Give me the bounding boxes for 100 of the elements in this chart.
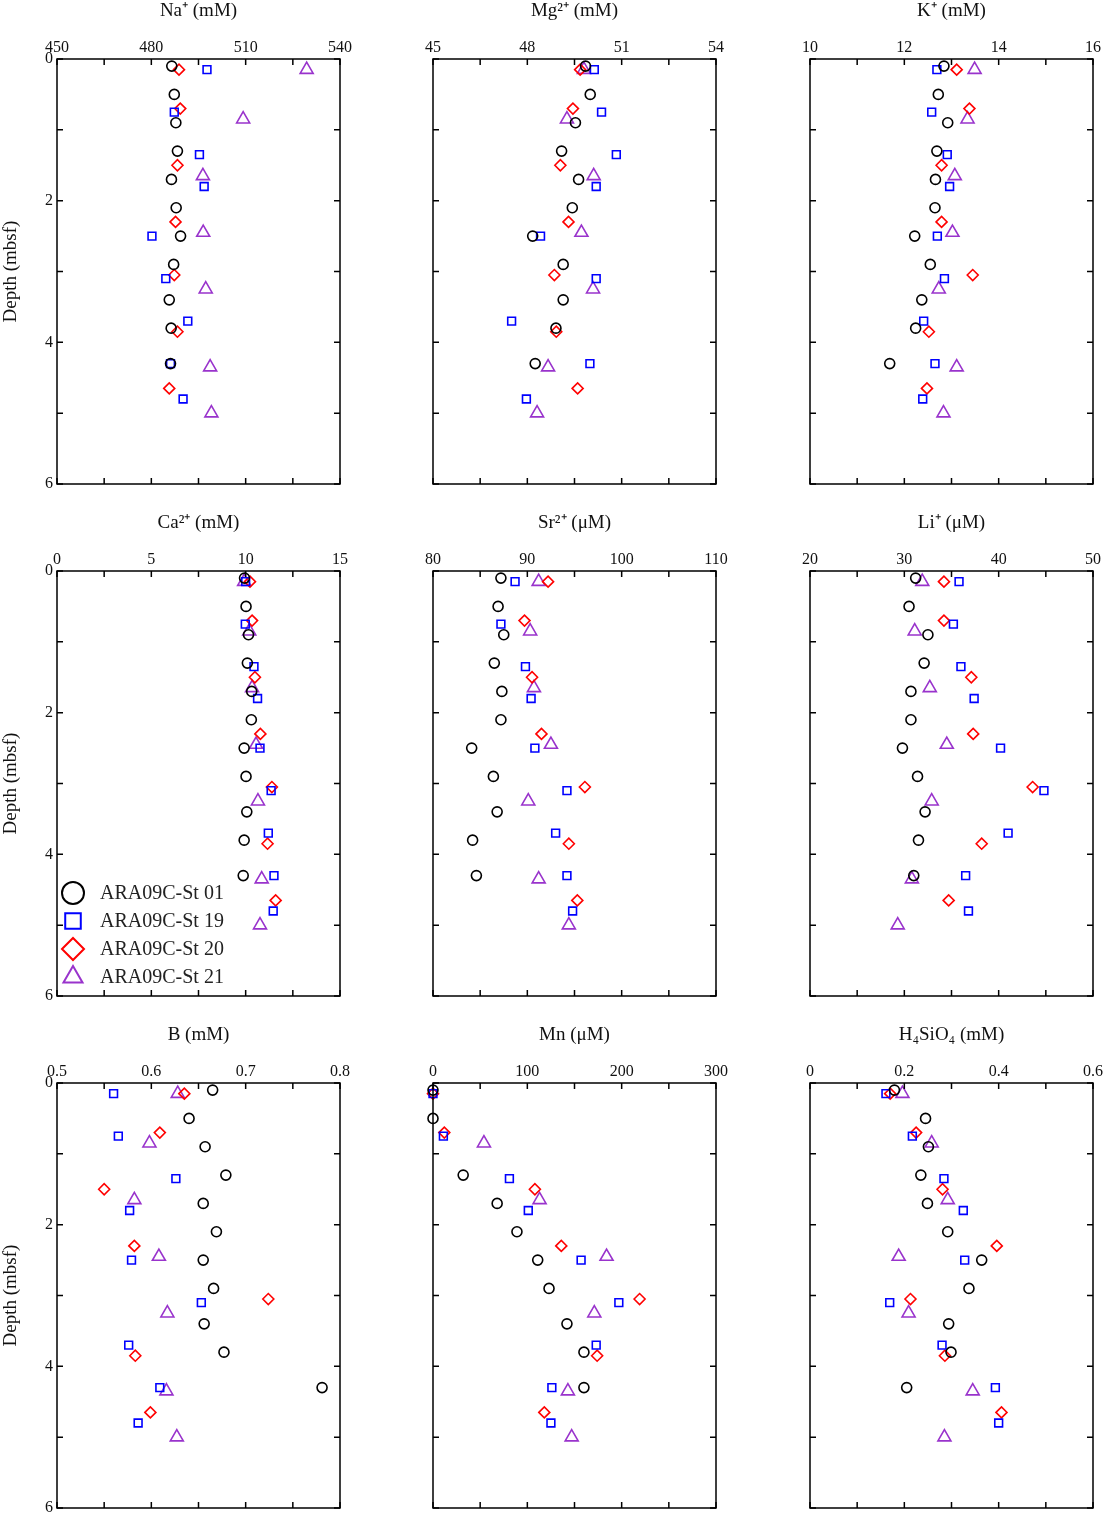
point (163, 294, 176, 306)
y-tick-label: 2 (45, 702, 53, 720)
point (571, 382, 584, 395)
point (155, 1382, 165, 1393)
point (896, 742, 909, 754)
point (243, 575, 257, 588)
y-tick-label: 2 (45, 190, 53, 208)
point (930, 358, 940, 369)
point (532, 1191, 547, 1205)
point (316, 1381, 328, 1394)
point (591, 1340, 601, 1350)
point (457, 1169, 469, 1181)
point (939, 273, 950, 284)
x-axis-title: B (mM) (167, 1023, 230, 1046)
point (127, 1191, 142, 1205)
point (900, 1381, 913, 1394)
point (555, 145, 568, 157)
x-tick-label: 200 (609, 1061, 634, 1079)
point (947, 167, 963, 181)
point (496, 619, 506, 629)
point (240, 600, 252, 613)
point (492, 600, 504, 613)
x-tick-label: 0.6 (141, 1061, 162, 1079)
x-axis-title: Na⁺ (mM) (159, 0, 238, 22)
x-tick-label: 0.8 (330, 1061, 350, 1079)
point (235, 110, 251, 124)
point (931, 145, 943, 157)
point (905, 685, 917, 698)
point (238, 742, 250, 754)
point (510, 576, 520, 587)
point (929, 173, 942, 186)
point (922, 679, 938, 693)
y-tick-label: 4 (45, 844, 53, 862)
point (269, 870, 279, 881)
x-tick-label: 50 (1085, 549, 1101, 567)
point (170, 201, 182, 214)
legend-label: ARA09C-St 20 (100, 937, 224, 960)
point (142, 1134, 157, 1148)
x-axis-title: H₄SiO₄ (mM) (898, 1023, 1005, 1046)
y-axis-title: Depth (mbsf) (0, 1244, 22, 1347)
point (543, 736, 559, 750)
x-tick-label: 300 (704, 1061, 728, 1079)
point (895, 1085, 910, 1099)
point (252, 693, 263, 704)
point (995, 743, 1006, 753)
point (183, 316, 193, 326)
point (942, 149, 952, 160)
point (167, 258, 180, 271)
point (511, 1225, 523, 1238)
x-tick-label: 80 (425, 549, 441, 567)
point (128, 1239, 141, 1253)
point (129, 1349, 142, 1363)
point (126, 1255, 137, 1265)
point (935, 215, 948, 229)
point (935, 158, 948, 172)
point (195, 224, 211, 238)
point (162, 382, 176, 395)
point (254, 727, 267, 741)
point (169, 107, 179, 117)
point (905, 713, 917, 726)
point (963, 1282, 975, 1295)
point (506, 316, 517, 326)
point (113, 1131, 124, 1141)
point (567, 906, 578, 916)
point (614, 1297, 624, 1308)
x-tick-label: 54 (708, 37, 724, 55)
point (1039, 785, 1049, 796)
point (633, 1292, 646, 1306)
point (883, 357, 896, 370)
point (561, 1318, 573, 1330)
point (171, 325, 184, 339)
point (531, 1254, 544, 1266)
point (241, 657, 254, 669)
point (165, 60, 178, 72)
x-tick-label: 480 (139, 37, 164, 55)
point (470, 869, 483, 882)
point (210, 1225, 223, 1238)
point (937, 1340, 947, 1350)
point (548, 268, 561, 282)
point (966, 727, 980, 741)
x-axis-title: Sr²⁺ (μM) (537, 511, 612, 534)
point (262, 1292, 275, 1306)
point (202, 64, 212, 75)
x-tick-label: 0.2 (894, 1061, 915, 1079)
point (942, 1318, 955, 1330)
point (491, 806, 503, 818)
point (960, 870, 971, 881)
point (171, 1173, 181, 1184)
point (599, 1248, 614, 1262)
point (248, 670, 262, 684)
point (941, 1225, 954, 1238)
point (922, 628, 934, 641)
point (591, 273, 601, 284)
point (924, 258, 937, 271)
point (927, 107, 937, 117)
point (520, 661, 531, 672)
x-tick-label: 540 (328, 37, 352, 55)
point (904, 1292, 917, 1306)
point (168, 88, 181, 101)
point (918, 316, 929, 326)
